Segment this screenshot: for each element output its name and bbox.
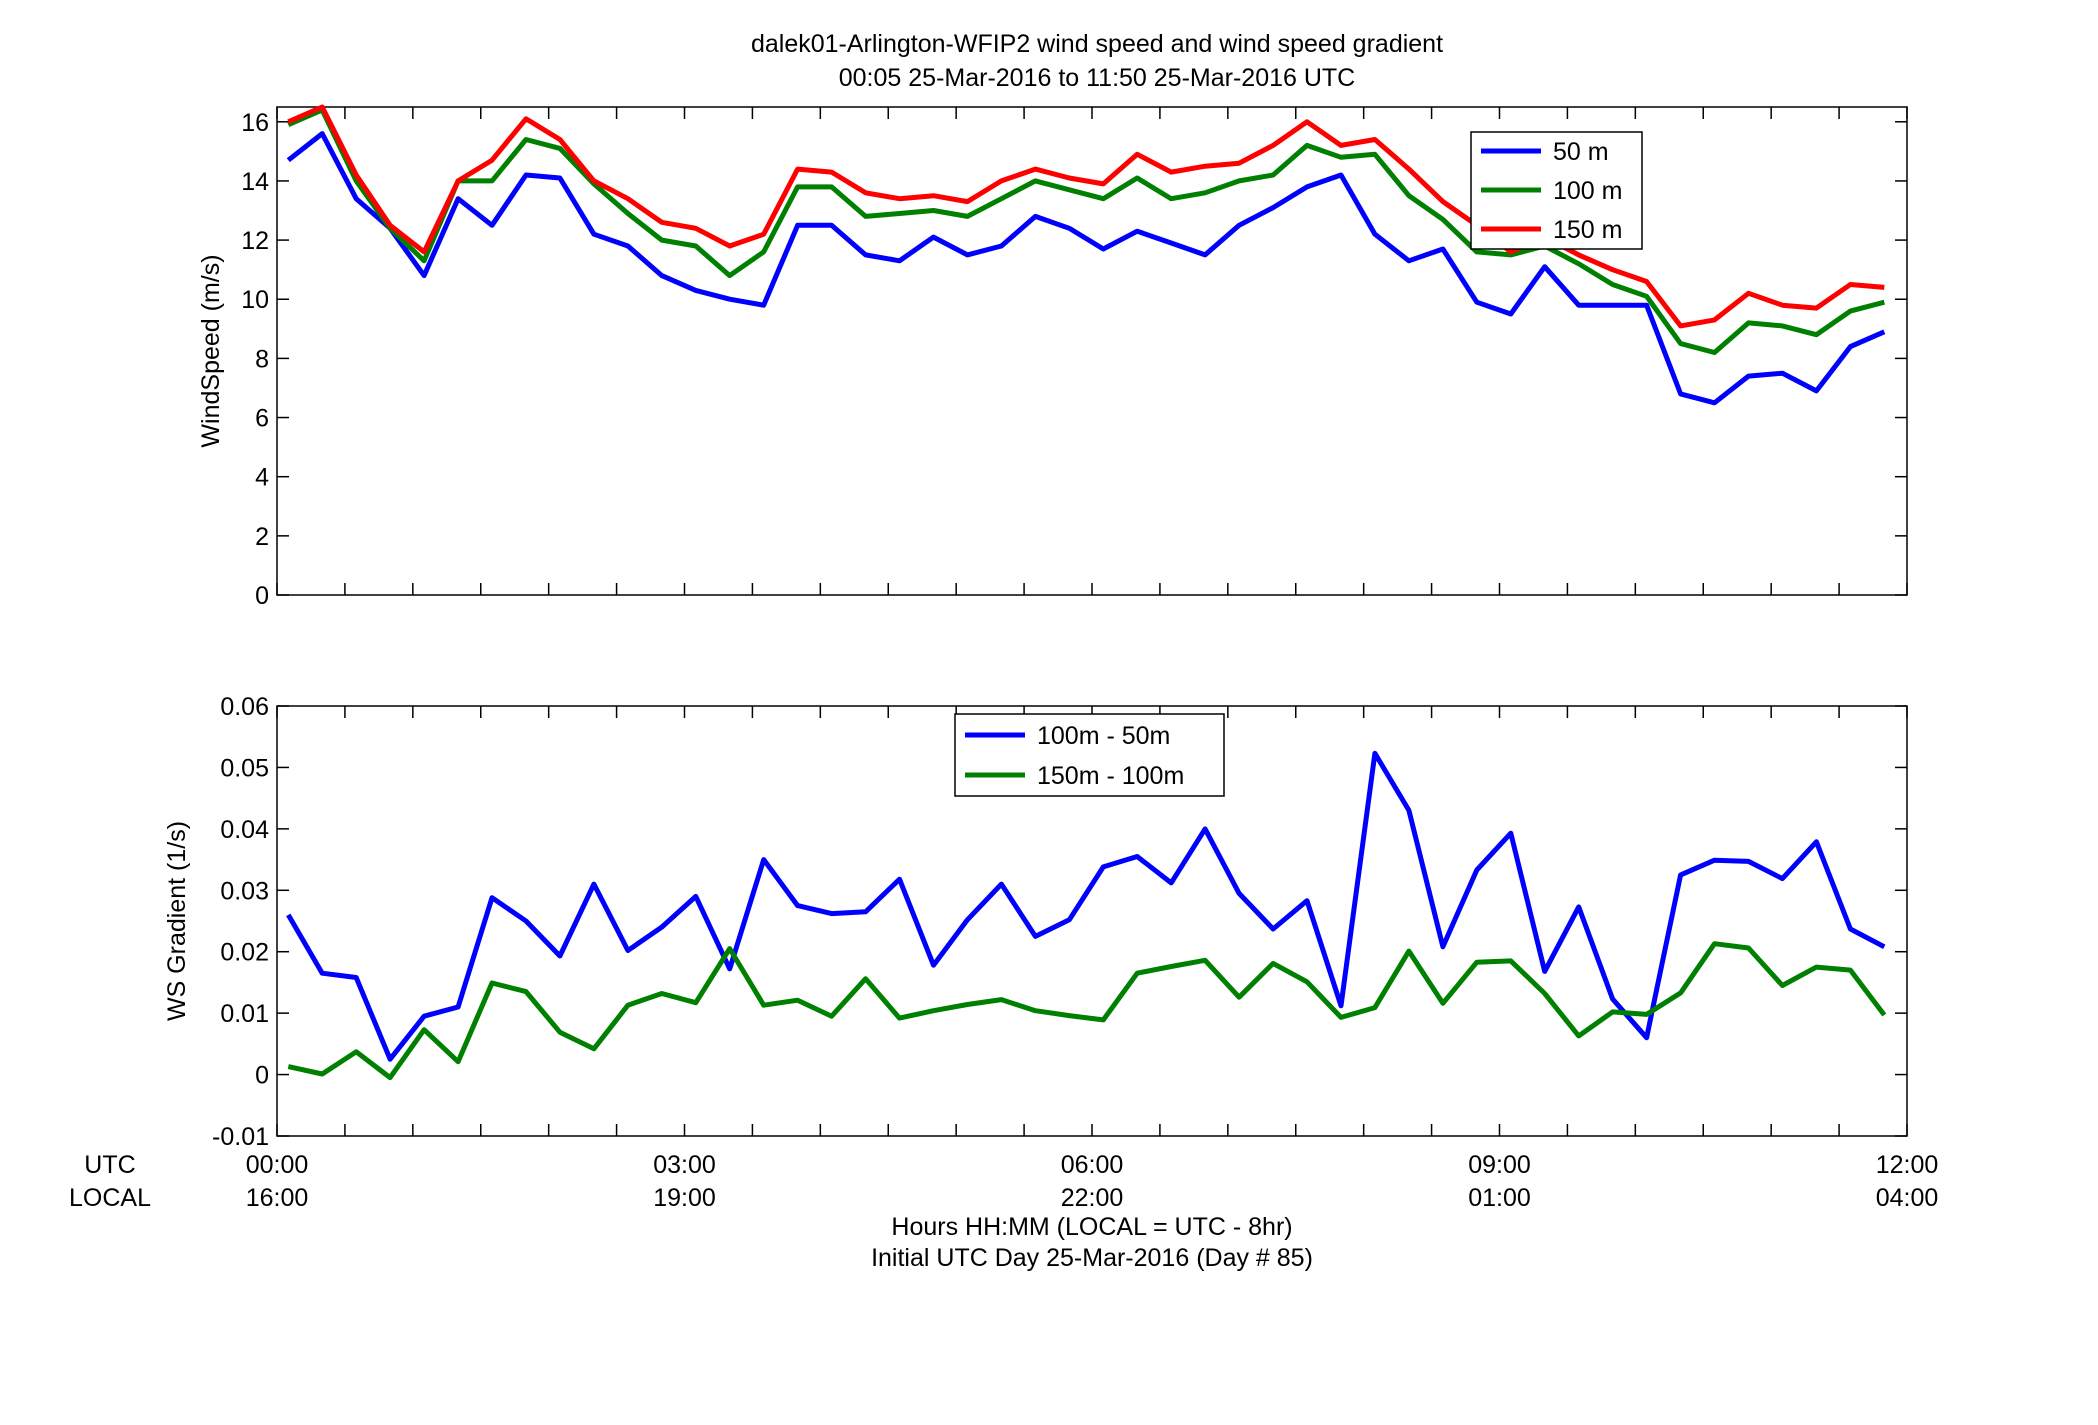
wind-speed-ylabel: WindSpeed (m/s) (197, 254, 225, 447)
gradient-ylabel: WS Gradient (1/s) (163, 821, 191, 1021)
wind-speed-ytick-label: 14 (241, 168, 269, 196)
wind-speed-ytick-label: 10 (241, 286, 269, 314)
xtick-local-label: 19:00 (653, 1184, 716, 1212)
x-tick-labels: 00:00 16:00 03:00 19:00 06:00 22:00 09:00 01:00… (246, 1151, 1939, 1212)
gradient-ytick-label: 0.01 (220, 1000, 269, 1028)
wind-speed-ytick-label: 12 (241, 227, 269, 255)
gradient-series-0 (286, 750, 1886, 1062)
gradient-ytick-label: 0.02 (220, 939, 269, 967)
xtick-utc-label: 03:00 (653, 1151, 716, 1179)
gradient-legend: 100m - 50m 150m - 100m (954, 713, 1225, 797)
xtick-utc-label: 06:00 (1061, 1151, 1124, 1179)
wind-speed-series-0 (286, 131, 1886, 406)
legend-100m-50m-label: 100m - 50m (1037, 722, 1170, 750)
wind-speed-ytick-label: 0 (255, 582, 269, 610)
gradient-ytick-label: -0.01 (212, 1123, 269, 1151)
wind-speed-series-1 (287, 107, 1885, 355)
gradient-ytick-label: 0.04 (220, 816, 269, 844)
wind-speed-ytick-label: 4 (255, 464, 269, 492)
xtick-utc-label: 00:00 (246, 1151, 309, 1179)
gradient-legend-box (954, 713, 1225, 797)
xtick-local-label: 22:00 (1061, 1184, 1124, 1212)
wind-speed-series-2 (287, 104, 1885, 329)
wind-speed-ytick-label: 16 (241, 109, 269, 137)
wind-speed-series (286, 104, 1886, 406)
xtick-utc-label: 12:00 (1876, 1151, 1939, 1179)
utc-row-label: UTC (84, 1151, 135, 1179)
gradient-ytick-label: 0.06 (220, 693, 269, 721)
gradient-panel: -0.01 0 0.01 0.02 0.03 0.04 0.05 0.06 WS Gradie… (163, 693, 1908, 1151)
wind-speed-ytick-label: 2 (255, 523, 269, 551)
x-axis-label-line2: Initial UTC Day 25-Mar-2016 (Day # 85) (871, 1244, 1313, 1272)
gradient-ticks: -0.01 0 0.01 0.02 0.03 0.04 0.05 0.06 (212, 693, 1908, 1151)
wind-speed-panel: 0 2 4 6 8 10 12 14 16 WindSpeed (m/s) 50 m 100 m… (197, 104, 1908, 610)
gradient-series-1 (287, 941, 1887, 1081)
wind-speed-ytick-label: 8 (255, 345, 269, 373)
chart-title-line1: dalek01-Arlington-WFIP2 wind speed and w… (751, 30, 1443, 58)
local-row-label: LOCAL (69, 1184, 151, 1212)
wind-speed-ticks: 0 2 4 6 8 10 12 14 16 (241, 107, 1908, 610)
legend-150m-label: 150 m (1553, 216, 1622, 244)
gradient-series (286, 750, 1887, 1081)
wind-speed-ytick-label: 6 (255, 405, 269, 433)
gradient-ytick-label: 0 (255, 1062, 269, 1090)
legend-150m-100m-label: 150m - 100m (1037, 762, 1184, 790)
gradient-ytick-label: 0.05 (220, 754, 269, 782)
xtick-local-label: 04:00 (1876, 1184, 1939, 1212)
xtick-utc-label: 09:00 (1468, 1151, 1531, 1179)
chart-title-line2: 00:05 25-Mar-2016 to 11:50 25-Mar-2016 U… (839, 64, 1355, 92)
legend-100m-label: 100 m (1553, 177, 1622, 205)
legend-50m-label: 50 m (1553, 138, 1609, 166)
x-axis-label-line1: Hours HH:MM (LOCAL = UTC - 8hr) (891, 1213, 1292, 1241)
xtick-local-label: 01:00 (1468, 1184, 1531, 1212)
xtick-local-label: 16:00 (246, 1184, 309, 1212)
gradient-ytick-label: 0.03 (220, 877, 269, 905)
wind-speed-legend: 50 m 100 m 150 m (1470, 131, 1643, 250)
